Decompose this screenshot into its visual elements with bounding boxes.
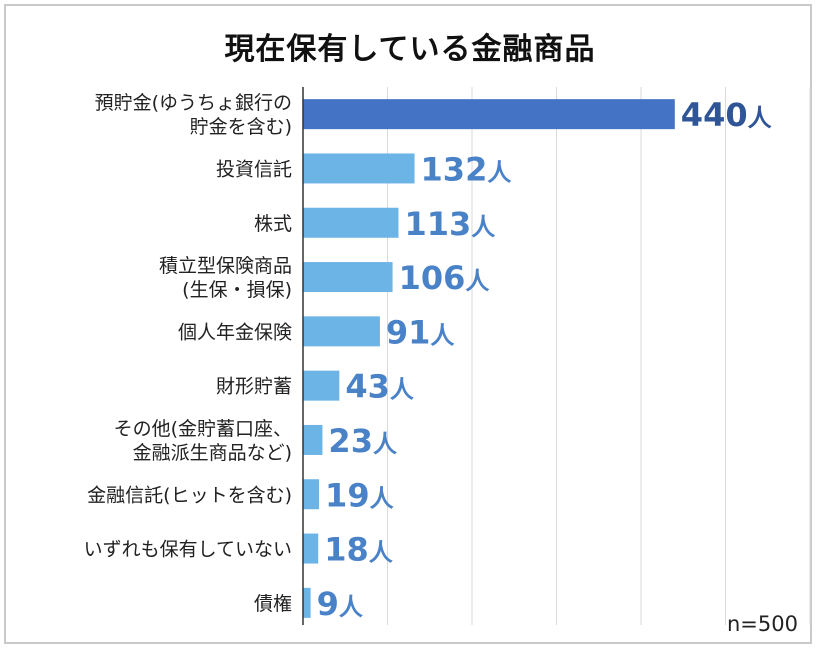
category-label: 積立型保険商品(生保・損保): [159, 255, 292, 301]
category-label: 財形貯蓄: [216, 376, 292, 398]
bar: [303, 99, 675, 130]
bar: [303, 479, 320, 510]
bar: [303, 207, 399, 238]
value-label: 113人: [404, 205, 495, 243]
bar: [303, 533, 319, 564]
category-label: 個人年金保険: [178, 321, 292, 343]
grid-lines: [387, 87, 811, 625]
value-label: 23人: [328, 422, 397, 460]
bar: [303, 316, 380, 347]
value-label: 91人: [386, 313, 455, 351]
category-label: 投資信託: [216, 158, 292, 180]
value-label: 43人: [345, 368, 414, 406]
chart-title: 現在保有している金融商品: [224, 32, 596, 67]
bar: [303, 153, 415, 184]
category-label: いずれも保有していない: [84, 539, 292, 561]
bar: [303, 587, 311, 618]
bar: [303, 370, 340, 401]
category-label: 債権: [254, 593, 292, 615]
sample-size-note: n=500: [727, 612, 798, 636]
category-label: 株式: [254, 213, 292, 235]
value-label: 9人: [317, 585, 363, 623]
value-label: 440人: [681, 96, 772, 134]
category-label: 金融信託(ヒットを含む): [87, 484, 292, 506]
category-label: その他(金貯蓄口座、金融派生商品など): [114, 418, 292, 464]
value-label: 18人: [324, 531, 393, 569]
bar: [303, 262, 393, 293]
bar: [303, 424, 323, 455]
category-label: 預貯金(ゆうちょ銀行の貯金を含む): [95, 92, 292, 138]
value-label: 106人: [399, 259, 490, 297]
value-labels: 440人 132人 113人 106人 91人 43人 23人 19人 18人 9人: [317, 96, 772, 623]
value-label: 132人: [421, 150, 512, 188]
bars: [303, 99, 675, 618]
value-label: 19人: [325, 476, 394, 514]
